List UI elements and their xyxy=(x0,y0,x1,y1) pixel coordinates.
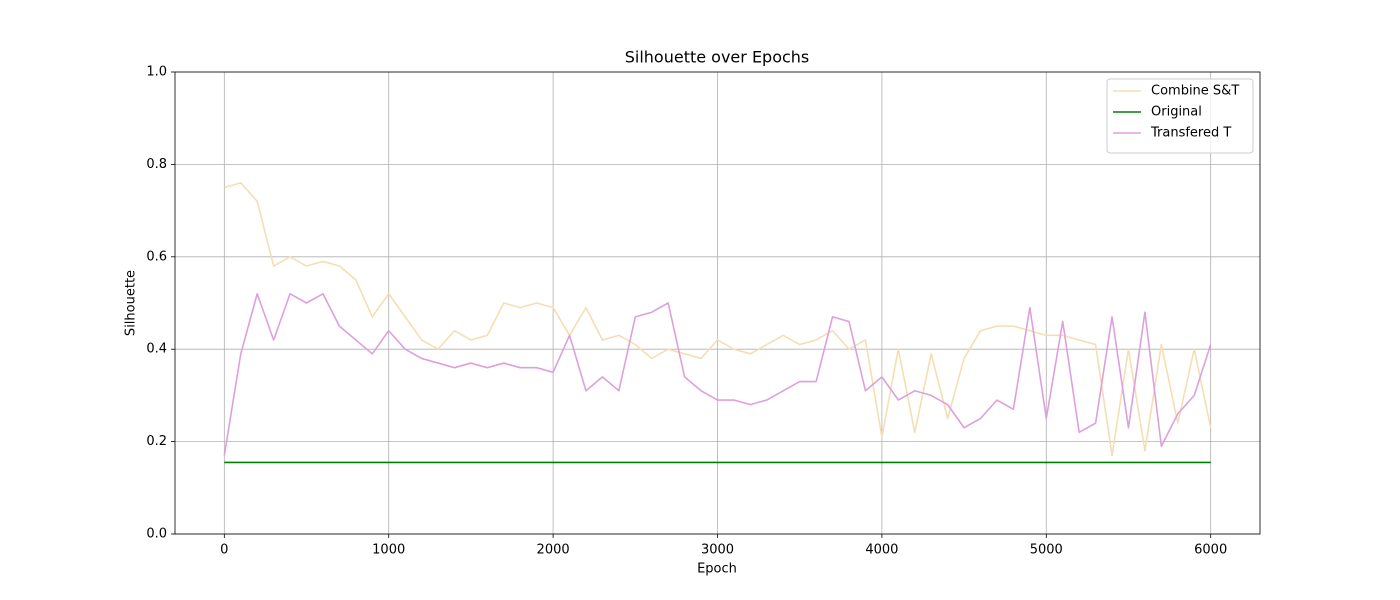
line-series xyxy=(223,292,1212,456)
x-tick-label: 1000 xyxy=(372,543,405,558)
legend-label: Transfered T xyxy=(1150,126,1231,141)
y-tick-label: 0.4 xyxy=(146,342,167,357)
line-series xyxy=(224,182,1212,457)
y-tick-label: 0.0 xyxy=(146,527,167,542)
legend-label: Original xyxy=(1151,105,1202,120)
x-tick-label: 6000 xyxy=(1194,543,1227,558)
y-tick-label: 0.8 xyxy=(146,157,167,172)
x-tick-label: 0 xyxy=(220,543,228,558)
legend-box xyxy=(1106,78,1254,154)
plot-frame xyxy=(174,71,1261,535)
x-axis-label: Epoch xyxy=(697,562,737,577)
y-tick-label: 0.6 xyxy=(146,249,167,264)
chart-title: Silhouette over Epochs xyxy=(625,48,810,67)
legend-label: Combine S&T xyxy=(1151,84,1239,99)
y-tick-label: 1.0 xyxy=(146,65,167,80)
x-tick-label: 4000 xyxy=(865,543,898,558)
x-tick-label: 5000 xyxy=(1030,543,1063,558)
x-tick-label: 2000 xyxy=(537,543,570,558)
y-tick-label: 0.2 xyxy=(146,434,167,449)
y-axis-label: Silhouette xyxy=(124,270,139,336)
x-tick-label: 3000 xyxy=(701,543,734,558)
